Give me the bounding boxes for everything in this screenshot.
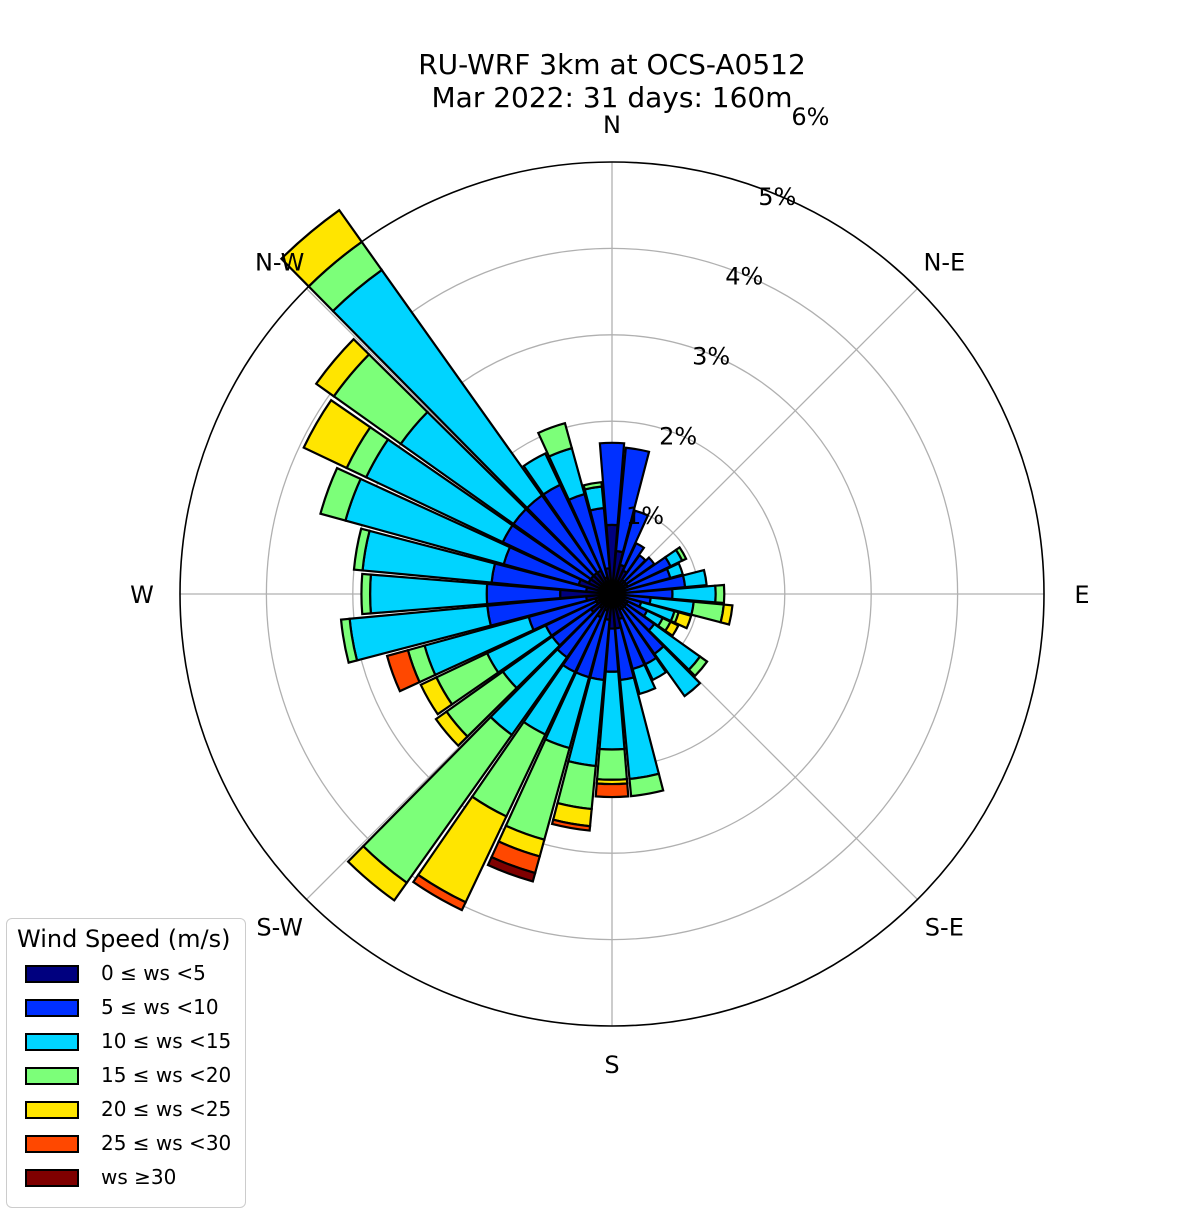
bar-segment-330deg-bin2: [522, 452, 562, 496]
bar-segment-150deg-bin2: [643, 656, 668, 682]
bar-segment-110deg-bin4: [673, 611, 693, 630]
bar-segment-170deg-bin3: [628, 772, 665, 798]
bar-segment-300deg-bin4: [302, 398, 372, 470]
bar-segment-60deg-bin3: [674, 545, 688, 563]
bar-segment-80deg-bin2: [681, 568, 708, 589]
legend-label: 25 ≤ ws <30: [101, 1131, 232, 1155]
bar-segment-100deg-bin4: [719, 603, 734, 626]
bar-segment-10deg-bin1: [614, 446, 651, 554]
legend-entry: 25 ≤ ws <30: [25, 1131, 245, 1161]
bar-segment-190deg-bin5: [550, 818, 592, 832]
grid-spoke: [611, 288, 918, 595]
polar-frame: [179, 161, 1045, 1027]
bar-segment-290deg-bin3: [319, 466, 363, 522]
chart-title-line-2: Mar 2022: 31 days: 160m: [431, 81, 793, 114]
compass-label-s-e: S-E: [925, 913, 964, 941]
radial-tick-label: 5%: [758, 183, 796, 211]
compass-label-n-w: N-W: [255, 249, 304, 277]
radial-tick-label: 1%: [626, 502, 664, 530]
chart-title: RU-WRF 3km at OCS-A0512 Mar 2022: 31 day…: [0, 48, 1200, 114]
bar-segment-220deg-bin4: [346, 844, 409, 902]
legend-entry: ws ≥30: [25, 1165, 245, 1195]
radial-tick-label: 3%: [692, 343, 730, 371]
legend-swatch: [25, 1033, 79, 1051]
legend-entry: 5 ≤ ws <10: [25, 995, 245, 1025]
legend-label: 5 ≤ ws <10: [101, 995, 219, 1019]
chart-title-line-1: RU-WRF 3km at OCS-A0512: [418, 48, 806, 81]
bar-segment-100deg-bin3: [690, 600, 726, 624]
legend-entry: 0 ≤ ws <5: [25, 961, 245, 991]
legend-label: 15 ≤ ws <20: [101, 1063, 232, 1087]
outer-circle: [179, 161, 1045, 1027]
bar-segment-200deg-bin6: [486, 855, 537, 883]
bar-segment-250deg-bin5: [385, 648, 421, 693]
bar-segment-340deg-bin3: [536, 421, 574, 458]
compass-label-w: W: [130, 581, 154, 609]
compass-label-n: N: [603, 111, 621, 139]
legend-swatch: [25, 999, 79, 1017]
compass-label-s-w: S-W: [256, 913, 303, 941]
radial-tick-label: 4%: [725, 263, 763, 291]
bar-segment-210deg-bin5: [411, 873, 468, 912]
legend-label: 0 ≤ ws <5: [101, 961, 206, 985]
radial-tick-label: 2%: [659, 422, 697, 450]
legend-label: 20 ≤ ws <25: [101, 1097, 232, 1121]
radial-tick-label: 6%: [791, 103, 829, 131]
legend-title: Wind Speed (m/s): [17, 925, 231, 953]
compass-label-n-e: N-E: [923, 249, 965, 277]
axis-labels: N N-E E S-E S S-W W N-W 1% 2% 3% 4% 5% 6%: [130, 103, 1089, 1079]
legend-entry: 15 ≤ ws <20: [25, 1063, 245, 1093]
legend-swatch: [25, 1169, 79, 1187]
legend-swatch: [25, 1067, 79, 1085]
bar-segment-350deg-bin3: [582, 480, 604, 491]
legend: Wind Speed (m/s) 0 ≤ ws <5 5 ≤ ws <10 10 ≤…: [6, 918, 246, 1208]
bar-segment-230deg-bin4: [434, 710, 469, 748]
compass-label-s: S: [604, 1051, 619, 1079]
legend-swatch: [25, 1135, 79, 1153]
legend-entry: 20 ≤ ws <25: [25, 1097, 245, 1127]
legend-swatch: [25, 965, 79, 983]
bar-segment-270deg-bin3: [360, 572, 373, 616]
bar-segment-90deg-bin3: [714, 583, 726, 605]
bar-segment-280deg-bin3: [352, 527, 371, 572]
bar-segment-130deg-bin3: [687, 655, 709, 678]
bar-segment-240deg-bin4: [419, 675, 454, 716]
bar-segment-0deg-bin1: [598, 441, 626, 527]
bar-segment-180deg-bin5: [594, 782, 630, 799]
bar-segment-30deg-bin1: [621, 541, 646, 575]
bar-segment-140deg-bin2: [653, 644, 702, 698]
bar-segment-160deg-bin2: [631, 663, 657, 696]
legend-entry: 10 ≤ ws <15: [25, 1029, 245, 1059]
legend-label: ws ≥30: [101, 1165, 177, 1189]
legend-swatch: [25, 1101, 79, 1119]
legend-label: 10 ≤ ws <15: [101, 1029, 232, 1053]
bar-segment-260deg-bin3: [339, 617, 359, 664]
bar-segment-180deg-bin3: [595, 747, 629, 781]
bar-segment-310deg-bin4: [314, 337, 371, 398]
bar-segment-20deg-bin1: [618, 509, 650, 568]
direction-bars: [279, 208, 734, 912]
compass-label-e: E: [1074, 581, 1089, 609]
